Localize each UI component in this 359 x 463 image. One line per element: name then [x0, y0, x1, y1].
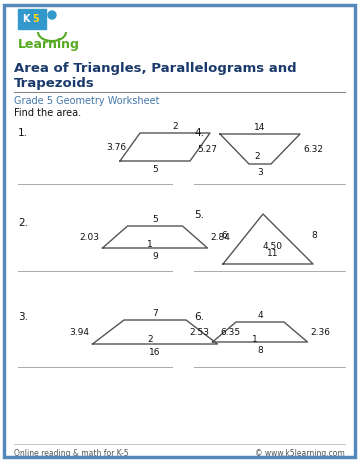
Text: Area of Triangles, Parallelograms and: Area of Triangles, Parallelograms and: [14, 62, 297, 75]
Text: 6.32: 6.32: [303, 145, 323, 154]
Text: Trapezoids: Trapezoids: [14, 77, 95, 90]
Text: 1: 1: [252, 334, 258, 343]
Text: 5.: 5.: [194, 210, 204, 219]
Text: 1.: 1.: [18, 128, 28, 138]
Text: 5: 5: [152, 165, 158, 174]
Text: 3.: 3.: [18, 311, 28, 321]
Bar: [18, 10, 46, 30]
Text: Online reading & math for K-5: Online reading & math for K-5: [14, 448, 129, 457]
Text: 5: 5: [152, 214, 158, 224]
Text: © www.k5learning.com: © www.k5learning.com: [255, 448, 345, 457]
Text: 3.76: 3.76: [106, 143, 126, 152]
Text: 7: 7: [152, 308, 158, 317]
Text: 2: 2: [147, 334, 153, 343]
Text: 2.53: 2.53: [190, 328, 210, 337]
Text: Grade 5 Geometry Worksheet: Grade 5 Geometry Worksheet: [14, 96, 159, 106]
Text: K: K: [22, 14, 29, 24]
Text: 4: 4: [257, 310, 263, 319]
Text: Learning: Learning: [18, 38, 80, 51]
Text: 2: 2: [172, 122, 178, 131]
Text: 2.03: 2.03: [79, 233, 99, 242]
Text: Find the area.: Find the area.: [14, 108, 81, 118]
Text: 8: 8: [311, 231, 317, 240]
Text: 2: 2: [254, 152, 260, 161]
Text: 9: 9: [152, 251, 158, 260]
Text: 6.35: 6.35: [220, 328, 241, 337]
Text: 2.: 2.: [18, 218, 28, 227]
Text: 6: 6: [221, 231, 227, 240]
Text: 5.27: 5.27: [197, 145, 217, 154]
Text: 3: 3: [257, 168, 263, 176]
Text: 16: 16: [149, 347, 161, 356]
Text: 5: 5: [32, 14, 39, 24]
Text: 2.84: 2.84: [210, 233, 230, 242]
Circle shape: [48, 12, 56, 20]
Text: 11: 11: [267, 249, 279, 257]
Text: 14: 14: [254, 123, 266, 131]
Text: 1: 1: [147, 239, 153, 249]
Text: 6.: 6.: [194, 311, 204, 321]
Text: 4.50: 4.50: [263, 242, 283, 250]
Text: 4.: 4.: [194, 128, 204, 138]
Text: 8: 8: [257, 345, 263, 354]
Text: 3.94: 3.94: [70, 328, 89, 337]
Text: 2.36: 2.36: [311, 328, 331, 337]
